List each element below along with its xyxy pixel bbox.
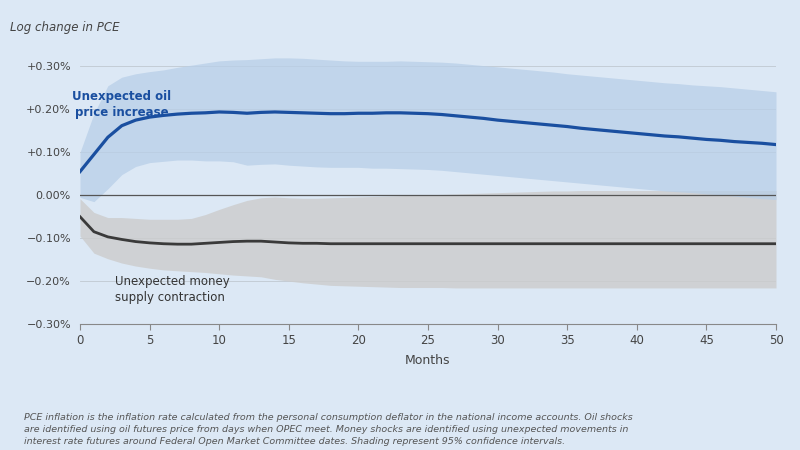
Text: Unexpected money
supply contraction: Unexpected money supply contraction — [115, 274, 230, 304]
Text: Log change in PCE: Log change in PCE — [10, 21, 120, 34]
Text: PCE inflation is the inflation rate calculated from the personal consumption def: PCE inflation is the inflation rate calc… — [24, 413, 633, 446]
X-axis label: Months: Months — [406, 354, 450, 367]
Text: Unexpected oil
price increase: Unexpected oil price increase — [72, 90, 171, 119]
